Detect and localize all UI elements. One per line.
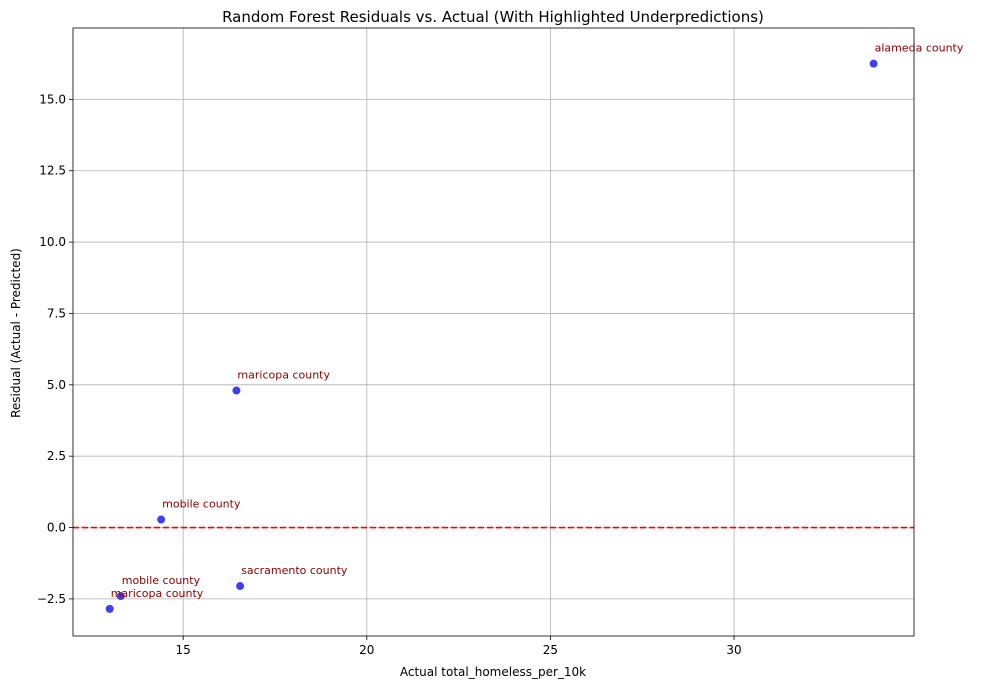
point-label: alameda county: [875, 42, 964, 55]
y-axis-label: Residual (Actual - Predicted): [9, 248, 23, 418]
y-tick-label: 10.0: [39, 235, 66, 249]
y-tick-label: 12.5: [39, 164, 66, 178]
data-point: [105, 604, 114, 613]
plot-frame: [72, 27, 915, 637]
x-tick-label: 20: [359, 643, 374, 657]
grid: [73, 28, 914, 636]
data-point: [236, 582, 245, 591]
y-tick-label: 5.0: [47, 378, 66, 392]
x-tick-label: 30: [726, 643, 741, 657]
axes: 15 20 25 30 −2.5 0.0 2.5 5.0 7.5 10.0 12.5 15.0: [37, 27, 915, 657]
y-tick-label: 2.5: [47, 449, 66, 463]
point-label: mobile county: [162, 498, 241, 511]
data-point: [116, 592, 125, 601]
data-point: [157, 515, 166, 524]
point-label: maricopa county: [237, 369, 330, 382]
point-label: sacramento county: [241, 564, 348, 577]
chart-title: Random Forest Residuals vs. Actual (With…: [222, 8, 764, 26]
y-tick-label: 7.5: [47, 306, 66, 320]
point-label: maricopa county: [111, 587, 204, 600]
x-axis-label: Actual total_homeless_per_10k: [400, 665, 586, 679]
data-points: [105, 59, 878, 613]
y-tick-label: 0.0: [47, 521, 66, 535]
data-point: [869, 59, 878, 68]
x-tick-label: 25: [543, 643, 558, 657]
x-tick-label: 15: [176, 643, 191, 657]
y-tick-label: −2.5: [37, 592, 66, 606]
data-point: [232, 386, 241, 395]
point-label: mobile county: [122, 574, 201, 587]
y-tick-label: 15.0: [39, 92, 66, 106]
